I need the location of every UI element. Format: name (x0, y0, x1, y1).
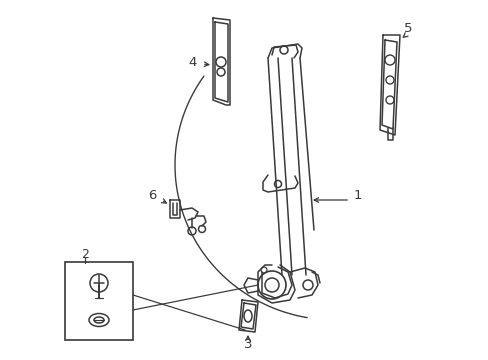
Text: 2: 2 (81, 248, 89, 261)
Bar (65, 262, 133, 340)
Text: 6: 6 (147, 189, 156, 202)
Text: 3: 3 (243, 338, 252, 351)
Text: 1: 1 (353, 189, 362, 202)
Text: 4: 4 (188, 55, 197, 68)
Text: 5: 5 (403, 22, 411, 35)
